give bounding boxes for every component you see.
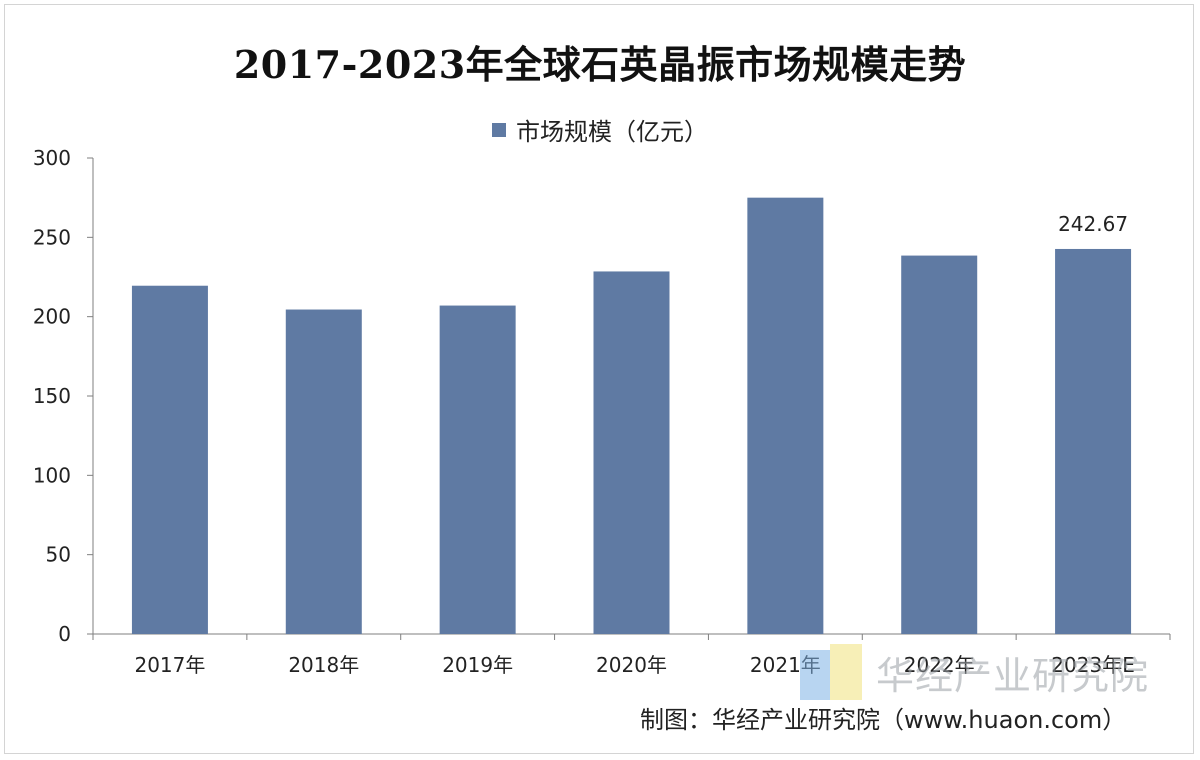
watermark-text: 华经产业研究院 — [876, 653, 1150, 698]
bar — [747, 197, 824, 634]
x-tick-label: 2019年 — [442, 653, 513, 677]
chart-title: 2017-2023年全球石英晶振市场规模走势 — [233, 42, 967, 87]
legend-label: 市场规模（亿元） — [516, 118, 708, 146]
bar — [901, 255, 978, 634]
y-tick-label: 200 — [33, 305, 71, 329]
x-tick-label: 2023年E — [1051, 653, 1135, 677]
bar — [1055, 248, 1132, 634]
bar — [439, 305, 516, 634]
data-label: 242.67 — [1058, 212, 1128, 236]
y-tick-label: 100 — [33, 463, 71, 487]
legend: 市场规模（亿元） — [0, 112, 1200, 147]
watermark-logo-icon — [800, 644, 862, 700]
y-tick-label: 150 — [33, 384, 71, 408]
y-tick-label: 0 — [58, 622, 71, 646]
x-tick-label: 2022年 — [904, 653, 975, 677]
bar — [593, 271, 670, 634]
watermark: 华经产业研究院 — [800, 644, 1149, 700]
y-tick-label: 50 — [46, 543, 71, 567]
x-tick-label: 2020年 — [596, 653, 667, 677]
y-tick-label: 300 — [33, 146, 71, 170]
bar — [131, 285, 208, 634]
bars — [131, 197, 1132, 634]
x-tick-label: 2017年 — [134, 653, 205, 677]
y-tick-label: 250 — [33, 225, 71, 249]
legend-swatch — [492, 122, 506, 137]
source-credit: 制图：华经产业研究院（www.huaon.com） — [640, 706, 1127, 734]
bar — [285, 309, 362, 634]
x-tick-label: 2018年 — [288, 653, 359, 677]
